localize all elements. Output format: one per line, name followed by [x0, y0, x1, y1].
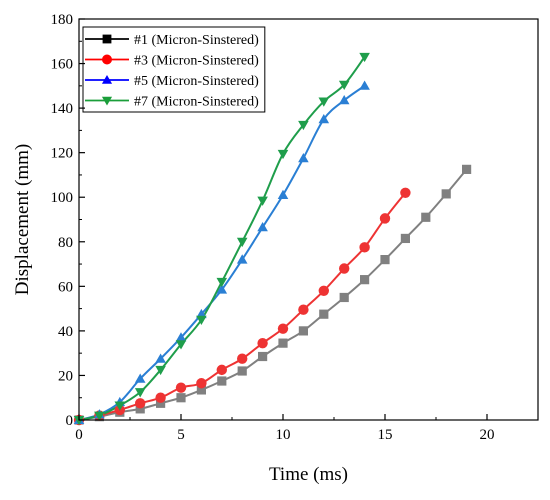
data-point	[298, 304, 309, 315]
data-point	[155, 392, 166, 403]
data-point	[155, 365, 166, 376]
data-point	[318, 113, 330, 124]
y-tick-label: 140	[51, 101, 74, 117]
y-tick-label: 160	[51, 57, 74, 73]
data-point	[298, 326, 308, 336]
y-tick-label: 180	[51, 12, 74, 28]
legend-label: #5 (Micron-Sinstered)	[134, 74, 259, 89]
legend-marker	[101, 96, 113, 106]
y-axis-label: Displacement (mm)	[12, 144, 33, 295]
data-point	[94, 411, 105, 421]
data-point	[156, 398, 166, 408]
data-point	[257, 337, 268, 349]
y-tick-label: 0	[66, 413, 74, 429]
y-tick-label: 80	[58, 235, 73, 251]
x-tick-label: 5	[177, 427, 185, 443]
x-tick-label: 0	[75, 427, 83, 443]
data-point	[134, 373, 146, 383]
data-point	[462, 164, 472, 174]
legend-marker	[101, 74, 113, 84]
legend-marker	[102, 54, 112, 65]
data-point	[236, 237, 248, 248]
data-point	[176, 393, 186, 403]
data-point	[359, 80, 370, 90]
x-axis-label: Time (ms)	[269, 464, 348, 485]
legend: #1 (Micron-Sinstered) #3 (Micron-Sinstere…	[82, 26, 266, 113]
data-point	[175, 340, 187, 350]
data-point	[217, 376, 227, 386]
data-point	[360, 275, 370, 285]
data-point	[379, 213, 391, 224]
y-tick-label: 100	[51, 190, 74, 206]
x-tick-label: 20	[480, 427, 495, 443]
y-tick-label: 40	[58, 324, 73, 340]
y-tick-label: 120	[51, 146, 74, 162]
series-line-2	[78, 192, 407, 421]
data-point	[277, 323, 289, 334]
data-point	[400, 187, 411, 198]
data-point	[338, 95, 350, 105]
data-point	[257, 222, 268, 232]
data-point	[258, 351, 268, 362]
data-point	[155, 353, 166, 363]
data-point	[380, 255, 390, 265]
data-point	[339, 263, 350, 274]
legend-frame	[82, 26, 266, 113]
data-point	[175, 332, 187, 342]
data-point	[339, 292, 349, 303]
data-point	[338, 80, 350, 91]
data-point	[236, 254, 248, 264]
data-point	[216, 284, 228, 294]
data-point	[196, 315, 207, 326]
data-point	[359, 52, 370, 63]
data-point	[400, 233, 410, 244]
data-point	[441, 189, 451, 199]
data-point	[73, 416, 85, 426]
legend-label: #7 (Micron-Sinstered)	[134, 95, 259, 110]
data-point	[277, 189, 289, 199]
data-point	[216, 364, 227, 376]
data-point	[318, 97, 330, 107]
legend-label: #3 (Micron-Sinstered)	[134, 54, 259, 69]
y-tick-label: 20	[58, 368, 73, 384]
data-point	[196, 378, 207, 389]
data-point	[135, 398, 146, 409]
data-point	[278, 338, 288, 348]
x-tick-label: 15	[378, 427, 393, 443]
data-point	[237, 366, 247, 376]
data-point	[277, 149, 289, 160]
axis-tick-labels: 0 5 10 15 20 0 20 40 60 80 100 120 140 160 180	[51, 12, 495, 443]
data-point	[319, 309, 329, 319]
data-point	[237, 353, 248, 364]
data-point	[175, 382, 187, 393]
data-point	[359, 242, 370, 253]
data-point	[135, 404, 145, 414]
series-markers	[73, 52, 472, 426]
data-point	[421, 212, 431, 222]
y-tick-label: 60	[58, 279, 73, 295]
legend-marker	[102, 34, 112, 44]
legend-label: #1 (Micron-Sinstered)	[134, 33, 259, 48]
axis-ticks	[78, 18, 488, 421]
data-point	[298, 120, 309, 131]
data-point	[257, 196, 268, 206]
data-point	[196, 385, 206, 395]
data-point	[298, 152, 309, 163]
x-tick-label: 10	[276, 427, 291, 443]
data-point	[318, 285, 329, 296]
data-point	[114, 401, 126, 411]
data-point	[134, 388, 146, 398]
data-point	[216, 277, 228, 288]
